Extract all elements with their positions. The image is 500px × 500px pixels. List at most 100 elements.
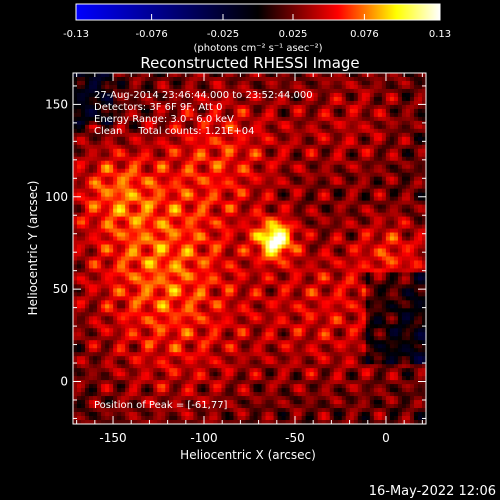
heatmap-cell [413, 152, 419, 158]
heatmap-cell [73, 172, 78, 178]
heatmap-cell [77, 220, 82, 226]
heatmap-cell [293, 260, 299, 266]
heatmap-cell [85, 160, 90, 166]
heatmap-cell [93, 128, 98, 134]
heatmap-cell [121, 288, 126, 293]
heatmap-cell [269, 124, 275, 130]
heatmap-cell [117, 192, 122, 198]
heatmap-cell [105, 120, 110, 126]
heatmap-cell [117, 92, 122, 98]
heatmap-cell [253, 212, 259, 218]
heatmap-cell [157, 164, 162, 170]
heatmap-cell [373, 180, 379, 186]
heatmap-cell [333, 92, 339, 98]
heatmap-cell [385, 220, 391, 226]
heatmap-cell [177, 224, 182, 230]
heatmap-cell [125, 260, 130, 266]
heatmap-cell [101, 136, 106, 142]
heatmap-cell [165, 232, 170, 238]
heatmap-cell [237, 260, 243, 266]
heatmap-cell [233, 208, 239, 214]
heatmap-cell [325, 156, 331, 162]
heatmap-cell [301, 276, 307, 282]
heatmap-cell [301, 224, 307, 230]
heatmap-cell [81, 268, 86, 274]
heatmap-cell [377, 104, 383, 110]
heatmap-cell [145, 76, 150, 82]
heatmap-cell [393, 172, 399, 178]
heatmap-cell [169, 264, 174, 270]
heatmap-cell [133, 284, 138, 289]
heatmap-cell [229, 160, 235, 166]
heatmap-cell [125, 84, 130, 90]
heatmap-cell [229, 208, 235, 214]
heatmap-cell [293, 116, 299, 122]
heatmap-cell [121, 256, 126, 262]
heatmap-cell [145, 124, 150, 130]
heatmap-cell [261, 136, 267, 142]
heatmap-cell [241, 168, 247, 174]
heatmap-cell [361, 244, 367, 250]
heatmap-cell [121, 180, 126, 186]
heatmap-cell [233, 288, 239, 293]
heatmap-cell [301, 128, 307, 134]
heatmap-cell [205, 196, 210, 202]
heatmap-cell [181, 220, 186, 226]
heatmap-cell [397, 132, 403, 138]
heatmap-cell [345, 136, 351, 142]
heatmap-cell [417, 100, 423, 106]
heatmap-cell [269, 180, 275, 186]
heatmap-cell [133, 104, 138, 110]
heatmap-cell [149, 240, 154, 246]
heatmap-cell [261, 124, 267, 130]
heatmap-cell [393, 176, 399, 182]
heatmap-cell [201, 152, 206, 158]
heatmap-cell [341, 220, 347, 226]
heatmap-cell [137, 196, 142, 202]
heatmap-cell [317, 236, 323, 242]
heatmap-cell [389, 116, 395, 122]
heatmap-cell [333, 168, 339, 174]
heatmap-cell [77, 160, 82, 166]
heatmap-cell [393, 208, 399, 214]
heatmap-cell [277, 208, 283, 214]
heatmap-cell [257, 248, 263, 254]
heatmap-cell [373, 224, 379, 230]
heatmap-cell [281, 96, 287, 102]
heatmap-cell [317, 160, 323, 166]
heatmap-cell [205, 240, 210, 246]
heatmap-cell [105, 192, 110, 198]
heatmap-cell [149, 108, 154, 114]
heatmap-cell [325, 140, 331, 146]
heatmap-cell [233, 188, 239, 194]
heatmap-cell [201, 280, 206, 285]
heatmap-cell [409, 156, 415, 162]
heatmap-cell [253, 272, 259, 278]
heatmap-cell [269, 160, 275, 166]
heatmap-cell [185, 172, 190, 178]
heatmap-cell [77, 192, 82, 198]
heatmap-cell [101, 156, 106, 162]
heatmap-cell [345, 104, 351, 110]
heatmap-cell [209, 132, 214, 138]
heatmap-cell [105, 280, 110, 285]
heatmap-cell [289, 140, 295, 146]
heatmap-cell [221, 244, 227, 250]
heatmap-cell [101, 144, 106, 150]
heatmap-cell [245, 92, 251, 98]
heatmap-cell [177, 204, 182, 210]
heatmap-cell [341, 128, 347, 134]
heatmap-cell [101, 112, 106, 118]
heatmap-cell [289, 232, 295, 238]
heatmap-cell [305, 108, 311, 114]
heatmap-cell [421, 128, 426, 134]
heatmap-cell [373, 184, 379, 190]
heatmap-cell [201, 124, 206, 130]
heatmap-cell [317, 96, 323, 102]
heatmap-cell [77, 268, 82, 274]
heatmap-cell [413, 288, 419, 293]
heatmap-cell [249, 184, 255, 190]
heatmap-cell [417, 272, 423, 278]
heatmap-cell [109, 120, 114, 126]
heatmap-cell [221, 184, 227, 190]
